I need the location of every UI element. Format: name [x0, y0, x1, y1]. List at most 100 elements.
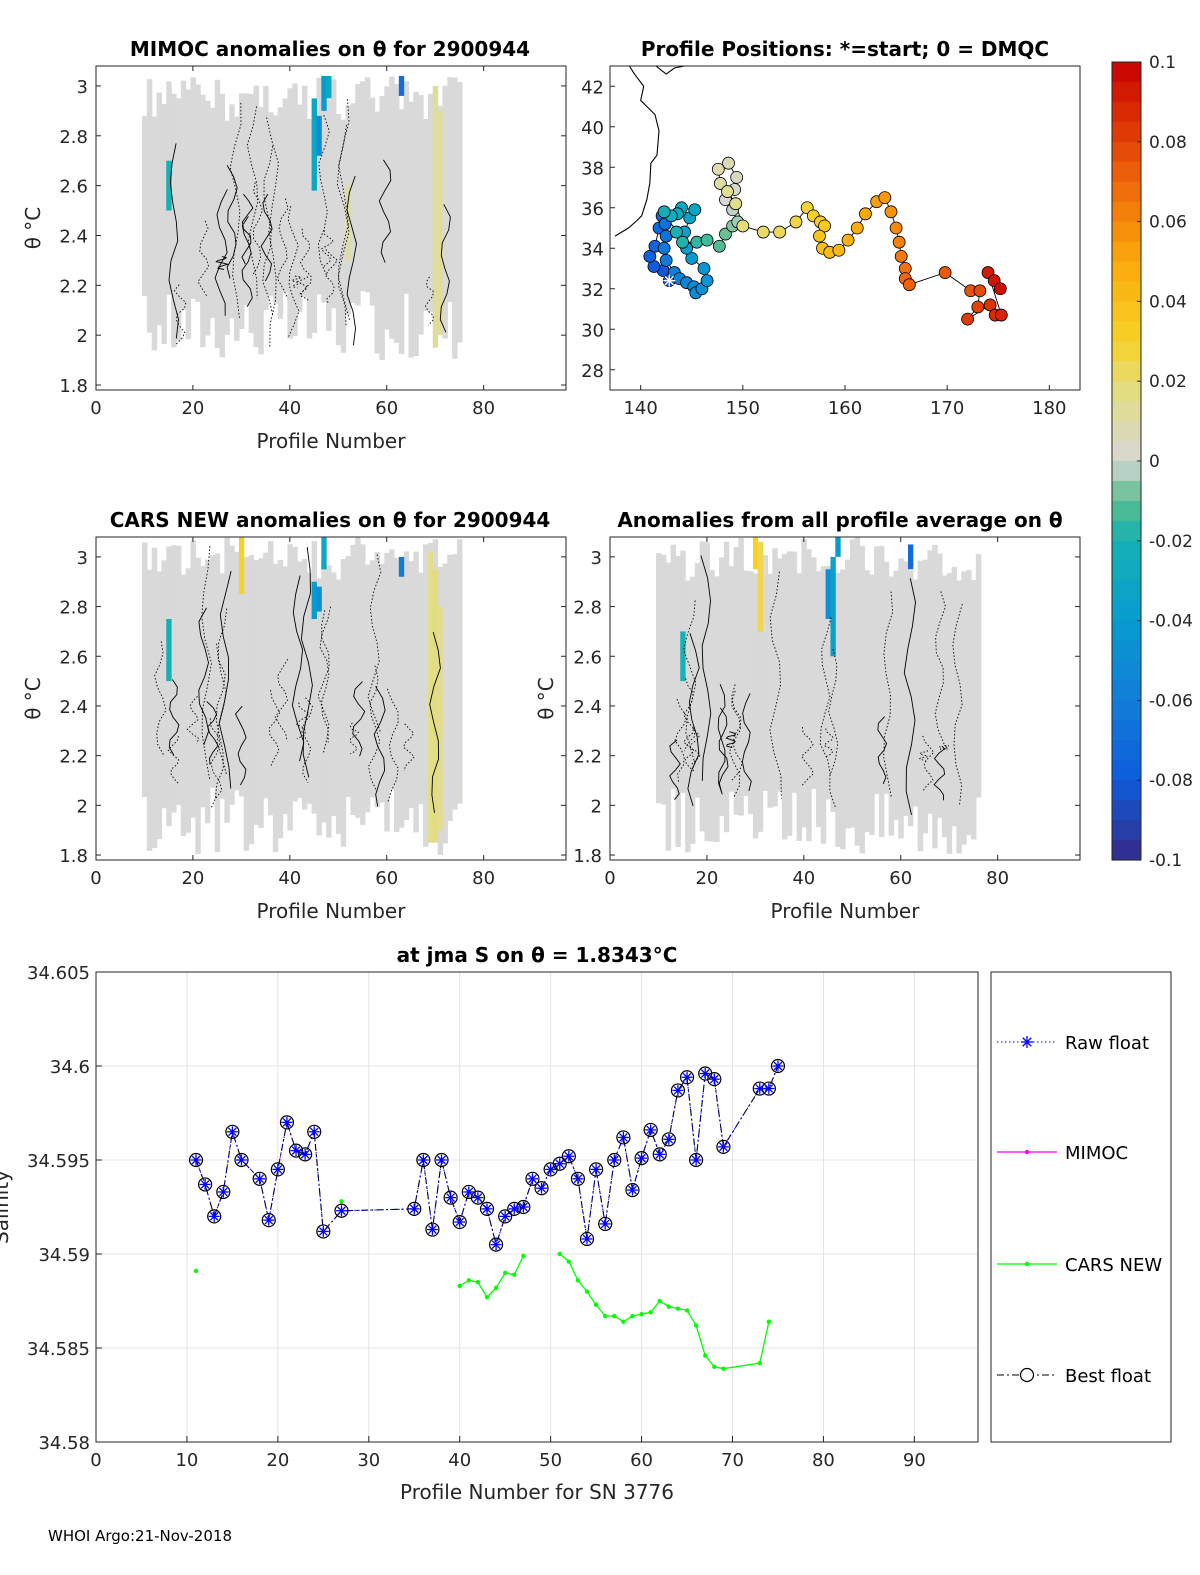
contour-line [214, 189, 228, 316]
raw-float-point [599, 1218, 611, 1230]
profile-position-marker [700, 233, 714, 247]
profile-position-marker [773, 225, 787, 239]
y-axis-label: θ °C [21, 207, 45, 250]
colorbar-swatch [1112, 181, 1141, 203]
profile-average-anomaly-panel: 0 20 40 60 80 1.8 2 2.2 2.4 2.6 2.8 3 Anomalies from… [534, 508, 1081, 923]
y-tick-label: 2.2 [59, 276, 88, 297]
field-column [277, 559, 284, 839]
raw-float-point [426, 1224, 438, 1236]
colorbar-swatch [1112, 141, 1141, 163]
field-column [685, 580, 691, 853]
profile-position-marker [878, 191, 892, 205]
contour-line [368, 665, 381, 792]
field-column [364, 564, 371, 813]
field-column [864, 570, 870, 833]
x-tick-label: 60 [889, 868, 912, 889]
colorbar-tick-label: -0.1 [1149, 851, 1182, 871]
best-float-point [307, 1124, 322, 1139]
field-column [772, 548, 778, 807]
legend-marker-raw [1021, 1036, 1033, 1048]
x-axis-label: Profile Number [257, 429, 407, 453]
anomaly-cell [907, 544, 914, 570]
anomaly-cell [321, 537, 327, 570]
raw-float-point [754, 1083, 766, 1095]
legend-label: MIMOC [1065, 1143, 1128, 1164]
cars-new-point [339, 1199, 344, 1204]
field-column [331, 572, 337, 816]
best-float-point [316, 1224, 331, 1239]
x-tick-label: 20 [181, 398, 204, 419]
field-column [253, 85, 259, 348]
field-column [200, 566, 206, 808]
field-column [970, 579, 977, 840]
profile-position-marker [993, 282, 1007, 296]
colorbar-swatch [1112, 201, 1141, 223]
colorbar-swatch [1112, 361, 1141, 382]
chart-title: at jma S on θ = 1.8343°C [397, 943, 678, 967]
field-column [161, 103, 167, 344]
contour-line [687, 633, 700, 807]
x-axis-label: Profile Number for SN 3776 [400, 1480, 674, 1504]
x-axis-label: Profile Number [771, 899, 921, 923]
field-column [975, 554, 982, 798]
colorbar-swatch [1112, 62, 1141, 83]
field-column [932, 544, 938, 849]
colorbar-swatch [1112, 520, 1141, 542]
raw-float-point [336, 1205, 348, 1217]
field-column [219, 573, 226, 799]
x-tick-label: 60 [375, 398, 398, 419]
field-column [238, 563, 245, 797]
y-tick-label: 2 [77, 796, 88, 817]
field-column [403, 81, 410, 294]
profile-position-marker [688, 203, 702, 217]
field-column [234, 116, 240, 341]
x-tick-label: 40 [448, 1450, 471, 1471]
anomaly-cell [830, 556, 836, 657]
contour-line [209, 718, 223, 809]
best-float-point [670, 1083, 686, 1098]
colorbar-swatch [1112, 820, 1141, 841]
best-float-point [216, 1184, 231, 1200]
field-column [171, 545, 177, 813]
contour-line [367, 554, 382, 733]
colorbar-swatch [1112, 660, 1141, 682]
field-column [689, 576, 696, 844]
raw-float-point [690, 1154, 702, 1166]
best-float-point [525, 1171, 540, 1186]
field-column [234, 551, 240, 791]
field-column [277, 107, 284, 319]
profile-position-marker [711, 162, 725, 176]
raw-float-point [454, 1216, 466, 1228]
x-tick-label: 80 [812, 1450, 835, 1471]
contour-line [403, 723, 415, 772]
field-column [374, 111, 381, 354]
profile-position-marker [889, 221, 903, 235]
field-column [398, 109, 405, 355]
anomaly-cell [757, 541, 764, 632]
field-column [854, 537, 861, 846]
anomaly-cell [825, 569, 831, 619]
field-column [331, 79, 337, 309]
field-column [243, 93, 250, 306]
legend-marker-best [1019, 1367, 1035, 1383]
profile-position-marker [697, 262, 711, 275]
colorbar-swatch [1112, 700, 1141, 721]
profile-position-marker [712, 239, 726, 253]
axes-frame [95, 536, 567, 861]
raw-float-point [772, 1060, 784, 1072]
field-column [190, 77, 196, 299]
profile-position-marker [938, 266, 952, 279]
raw-float-point [608, 1154, 620, 1166]
chart-title: CARS NEW anomalies on θ for 2900944 [110, 508, 551, 532]
profile-position-marker [700, 274, 714, 288]
mimoc-anomaly-panel: 0 20 40 60 80 1.8 2 2.2 2.4 2.6 2.8 3 MIMOC anomalie… [21, 37, 567, 453]
anomaly-cell [311, 98, 317, 191]
y-tick-label: 2.4 [573, 697, 602, 718]
field-column [175, 98, 182, 341]
best-float-point [643, 1122, 658, 1138]
axes-frame [95, 65, 567, 391]
cars-new-point [484, 1295, 490, 1300]
colorbar-swatch [1112, 540, 1141, 562]
y-tick-label: 3 [77, 77, 88, 98]
